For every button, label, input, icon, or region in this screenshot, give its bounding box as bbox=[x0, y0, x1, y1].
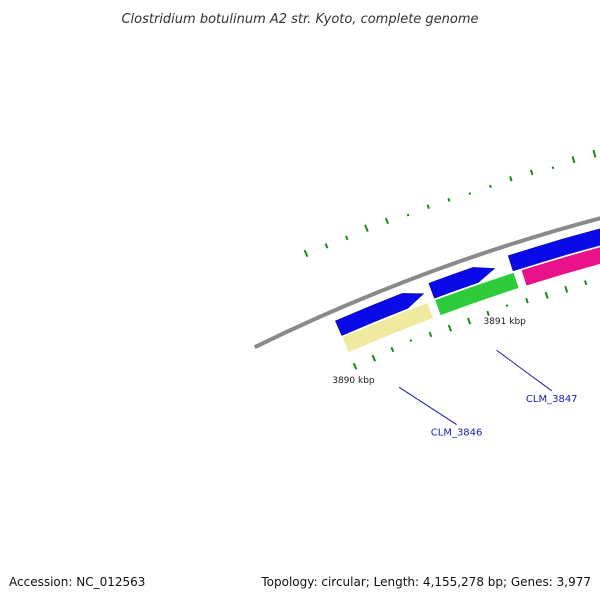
gc-tick-inner bbox=[564, 285, 569, 293]
gc-tick-inner bbox=[525, 297, 529, 304]
gc-tick-outer bbox=[571, 156, 576, 164]
gc-tick-inner bbox=[447, 324, 453, 332]
forward-gene-3 bbox=[507, 228, 600, 272]
gc-skew-outer-ticks bbox=[303, 149, 597, 258]
forward-gene-1 bbox=[335, 293, 425, 336]
forward-strand-genes bbox=[335, 228, 600, 336]
kbp-label: 3890 kbp bbox=[332, 376, 375, 386]
gene-label-clm_3847: CLM_3847 bbox=[526, 394, 578, 405]
gc-tick-outer bbox=[345, 235, 349, 241]
gene-label-leader bbox=[496, 349, 553, 392]
accession-text: Accession: NC_012563 bbox=[9, 575, 145, 589]
gc-skew-inner-ticks bbox=[352, 280, 588, 370]
kbp-label: 3891 kbp bbox=[483, 317, 526, 327]
gc-tick-outer bbox=[468, 192, 472, 195]
gc-tick-outer bbox=[384, 217, 390, 225]
gene-label-clm_3846: CLM_3846 bbox=[431, 428, 483, 439]
gc-tick-inner bbox=[352, 362, 358, 370]
gc-tick-inner bbox=[467, 317, 472, 325]
gc-tick-outer bbox=[551, 166, 555, 170]
reverse-gene-clm_3847 bbox=[435, 272, 519, 316]
gc-tick-outer bbox=[364, 224, 369, 233]
gc-tick-inner bbox=[544, 291, 549, 299]
gc-tick-outer bbox=[489, 184, 492, 189]
genome-summary-text: Topology: circular; Length: 4,155,278 bp… bbox=[260, 575, 591, 589]
gc-tick-outer bbox=[426, 204, 430, 210]
forward-gene-2 bbox=[428, 267, 496, 299]
gene-label-leader bbox=[398, 386, 457, 425]
gc-tick-inner bbox=[409, 339, 413, 342]
reverse-gene-clm_3846 bbox=[342, 303, 433, 353]
gc-tick-outer bbox=[447, 197, 451, 202]
reverse-gene-uvra bbox=[521, 247, 600, 286]
gc-tick-inner bbox=[584, 280, 588, 286]
gc-tick-inner bbox=[428, 331, 433, 338]
gc-tick-outer bbox=[592, 149, 597, 158]
genome-backbone bbox=[253, 216, 600, 349]
gc-tick-outer bbox=[406, 213, 410, 217]
gc-tick-outer bbox=[324, 243, 329, 249]
gc-tick-outer bbox=[530, 169, 534, 176]
gc-tick-inner bbox=[390, 346, 395, 353]
gc-tick-inner bbox=[486, 310, 490, 316]
gc-tick-inner bbox=[505, 304, 509, 308]
reverse-strand-genes bbox=[342, 247, 600, 353]
gc-tick-outer bbox=[303, 249, 309, 258]
gc-tick-outer bbox=[509, 176, 513, 182]
map-title: Clostridium botulinum A2 str. Kyoto, com… bbox=[121, 12, 478, 27]
gc-tick-inner bbox=[371, 354, 377, 362]
